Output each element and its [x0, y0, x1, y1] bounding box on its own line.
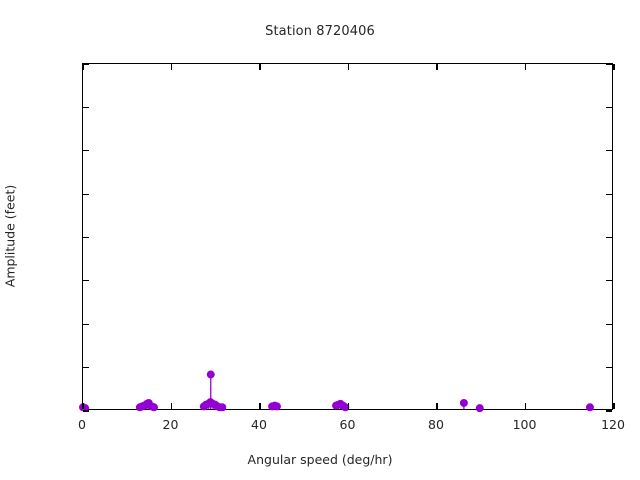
x-axis-tick [170, 64, 173, 70]
y-axis-tick [83, 193, 89, 195]
data-point-marker [206, 370, 215, 379]
y-axis-tick [83, 410, 89, 412]
x-axis-tick [82, 403, 84, 409]
x-axis-tick [436, 64, 438, 70]
y-axis-tick [83, 106, 89, 108]
y-axis-label: Amplitude (feet) [0, 0, 20, 480]
y-axis-tick [83, 323, 89, 325]
x-axis-tick-label: 120 [601, 417, 625, 432]
y-axis-tick [83, 236, 89, 239]
y-axis-tick [606, 410, 612, 412]
y-axis-tick [83, 367, 89, 369]
data-point-marker [459, 398, 468, 407]
y-axis-tick [83, 150, 89, 152]
data-point-marker [149, 403, 158, 412]
y-axis-tick [606, 236, 612, 239]
y-axis-tick [606, 63, 612, 65]
x-axis-tick-label: 80 [428, 417, 444, 432]
data-point-marker [585, 403, 594, 412]
y-axis-tick [606, 323, 612, 325]
x-axis-tick [524, 403, 527, 409]
x-axis-tick [259, 64, 261, 70]
y-axis-tick [83, 280, 89, 282]
y-axis-tick [606, 106, 612, 108]
chart-title: Station 8720406 [265, 24, 375, 39]
x-axis-tick [613, 403, 615, 409]
data-point-marker [218, 403, 227, 412]
x-axis-tick-label: 20 [162, 417, 179, 432]
x-axis-tick [347, 64, 350, 70]
x-axis-tick-label: 60 [339, 417, 356, 432]
x-axis-tick-label: 100 [512, 417, 537, 432]
x-axis-tick [524, 64, 527, 70]
y-axis-label-text: Amplitude (feet) [2, 184, 18, 288]
data-series-layer [79, 370, 594, 413]
x-axis-tick [82, 64, 84, 70]
data-point-marker [475, 404, 484, 413]
data-point-marker [341, 403, 350, 412]
y-axis-tick [606, 367, 612, 369]
x-axis-tick-label: 40 [251, 417, 267, 432]
x-axis-tick [436, 403, 438, 409]
x-axis-tick-label: 0 [78, 417, 86, 432]
x-axis-tick [613, 64, 615, 70]
x-axis-tick [259, 403, 261, 409]
x-axis-tick [170, 403, 173, 409]
data-point-marker [272, 402, 281, 411]
x-axis-tick [347, 403, 350, 409]
y-axis-tick [606, 193, 612, 195]
plot-area [79, 63, 615, 413]
x-axis-label: Angular speed (deg/hr) [247, 452, 393, 467]
y-axis-tick [83, 63, 89, 65]
y-axis-tick [606, 150, 612, 152]
y-axis-tick [606, 280, 612, 282]
